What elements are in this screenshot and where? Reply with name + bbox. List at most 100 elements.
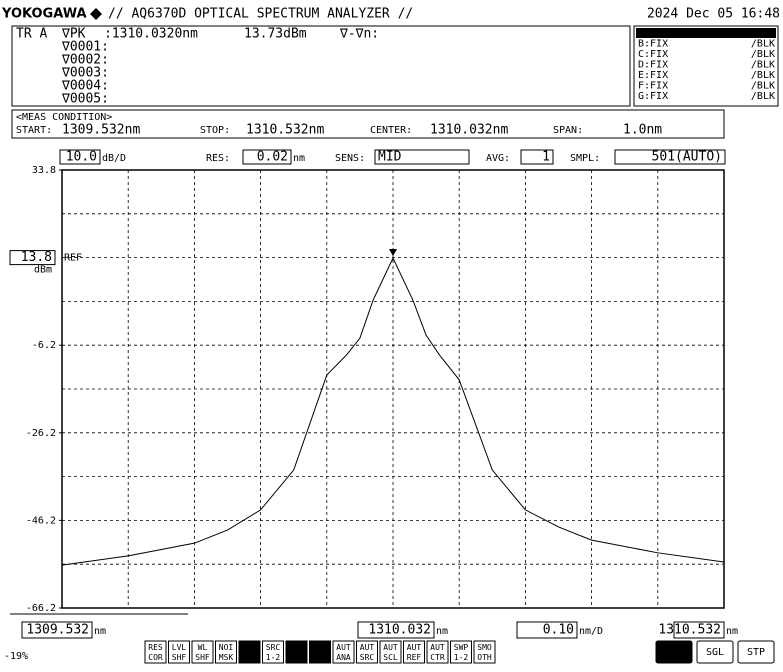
button-label[interactable]: RPT (665, 647, 683, 658)
softkey-label[interactable]: AUT CTR (430, 643, 445, 662)
marker-row: ∇0004: (61, 79, 109, 94)
softkey[interactable] (238, 640, 261, 664)
peak-marker (389, 249, 397, 257)
button[interactable] (696, 640, 734, 664)
ref-box (9, 250, 56, 266)
condition-value: 1310.532nm (246, 123, 324, 138)
x-unit: nm (94, 626, 106, 637)
softkey-label[interactable]: AUT ANA (336, 643, 351, 662)
softkey[interactable] (426, 640, 449, 664)
y-tick-label: 33.8 (32, 165, 56, 176)
scale-unit: dB/D (102, 153, 126, 164)
datetime: 2024 Dec 05 16:48 (647, 7, 780, 22)
res-value: 0.02 (257, 150, 288, 165)
title: // AQ6370D OPTICAL SPECTRUM ANALYZER // (108, 7, 413, 22)
softkey-label[interactable]: WL SHF (195, 643, 210, 662)
trace-state: /BLK (751, 60, 775, 71)
button-label[interactable]: STP (747, 647, 765, 658)
sens-box (374, 149, 470, 165)
softkey[interactable] (356, 640, 378, 664)
condition-value: 1310.032nm (430, 123, 508, 138)
trace-label: TR A (16, 27, 47, 42)
trace-state: /BLK (751, 91, 775, 102)
softkey-label[interactable]: VAC WL (289, 643, 304, 662)
scale-box (59, 149, 101, 165)
ref-value: 13.8 (21, 250, 52, 265)
status: -19% (4, 651, 28, 662)
condition-label: START: (16, 125, 52, 136)
softkey[interactable] (473, 640, 496, 664)
trace-mode: E:FIX (638, 70, 668, 81)
trace-line (61, 256, 725, 566)
marker-row: ∇0002: (61, 53, 109, 68)
marker-row: ∇0001: (61, 40, 109, 55)
trace-panel (633, 25, 779, 107)
softkey[interactable] (215, 640, 237, 664)
button-label[interactable]: SGL (706, 647, 724, 658)
y-tick-label: -26.2 (26, 428, 56, 439)
condition-value: 1309.532nm (62, 123, 140, 138)
avg-box (520, 149, 554, 165)
button[interactable] (737, 640, 775, 664)
softkey[interactable] (309, 640, 331, 664)
condition-value: 1.0nm (623, 123, 662, 138)
marker-level: 13.73dBm (244, 27, 307, 42)
sens-label: SENS: (335, 153, 365, 164)
softkey-label[interactable]: AUT OFS (313, 643, 328, 662)
trace-mode: C:FIX (638, 49, 668, 60)
y-tick-label: -66.2 (26, 603, 56, 614)
x-tick-label: 1309.532 (26, 623, 89, 638)
smpl-box (614, 149, 726, 165)
softkey-label[interactable]: SRC ZOM (242, 643, 257, 662)
softkey-label[interactable]: AUT SCL (383, 643, 398, 662)
trace-state: /BLK (751, 39, 775, 50)
button[interactable] (655, 640, 693, 664)
x-tick-label: 1310.532 (658, 623, 721, 638)
condition-label: CENTER: (370, 125, 412, 136)
softkey-label[interactable]: AUT SRC (360, 643, 375, 662)
softkey-label[interactable]: SRC 1-2 (266, 643, 281, 662)
marker-panel (11, 25, 631, 107)
softkey[interactable] (285, 640, 308, 664)
softkey[interactable] (403, 640, 425, 664)
softkey[interactable] (262, 640, 284, 664)
condition-label: SPAN: (553, 125, 583, 136)
trace-mode: B:FIX (638, 39, 668, 50)
trace-state: /BLK (751, 49, 775, 60)
trace-mode: D:FIX (638, 60, 668, 71)
marker-wavelength: :1310.0320nm (104, 27, 198, 42)
trace-highlight (636, 28, 776, 38)
softkey-label[interactable]: AUT REF (407, 643, 422, 662)
ref-unit: dBm (34, 265, 52, 276)
softkey-label[interactable]: LVL SHF (172, 643, 187, 662)
avg-value: 1 (542, 150, 550, 165)
marker-type: ∇PK (61, 27, 86, 42)
ref-text: REF (64, 253, 82, 264)
smpl-label: SMPL: (570, 153, 600, 164)
x-tick-box (673, 621, 725, 639)
softkey-label[interactable]: SWP 1-2 (454, 643, 469, 662)
softkey-label[interactable]: NOI MSK (219, 643, 234, 662)
softkey[interactable] (191, 640, 214, 664)
softkey[interactable] (450, 640, 472, 664)
softkey[interactable] (379, 640, 402, 664)
res-unit: nm (293, 153, 305, 164)
res-label: RES: (206, 153, 230, 164)
marker-row: ∇0003: (61, 66, 109, 81)
softkey[interactable] (332, 640, 355, 664)
softkey-label[interactable]: SMO OTH (477, 643, 492, 662)
softkey-label[interactable]: RES COR (148, 643, 163, 662)
trace-state: /BLK (751, 70, 775, 81)
condition-label: STOP: (200, 125, 230, 136)
trace-mode: A:WRITE (638, 28, 680, 39)
softkey[interactable] (144, 640, 167, 664)
x-tick-box (21, 621, 93, 639)
marker-delta: ∇-∇n: (339, 27, 379, 42)
softkey[interactable] (168, 640, 190, 664)
trace-mode: G:FIX (638, 91, 668, 102)
xdiv-value: 0.10 (543, 623, 574, 638)
y-tick-label: -46.2 (26, 515, 56, 526)
avg-label: AVG: (486, 153, 510, 164)
xdiv-box (516, 621, 578, 639)
